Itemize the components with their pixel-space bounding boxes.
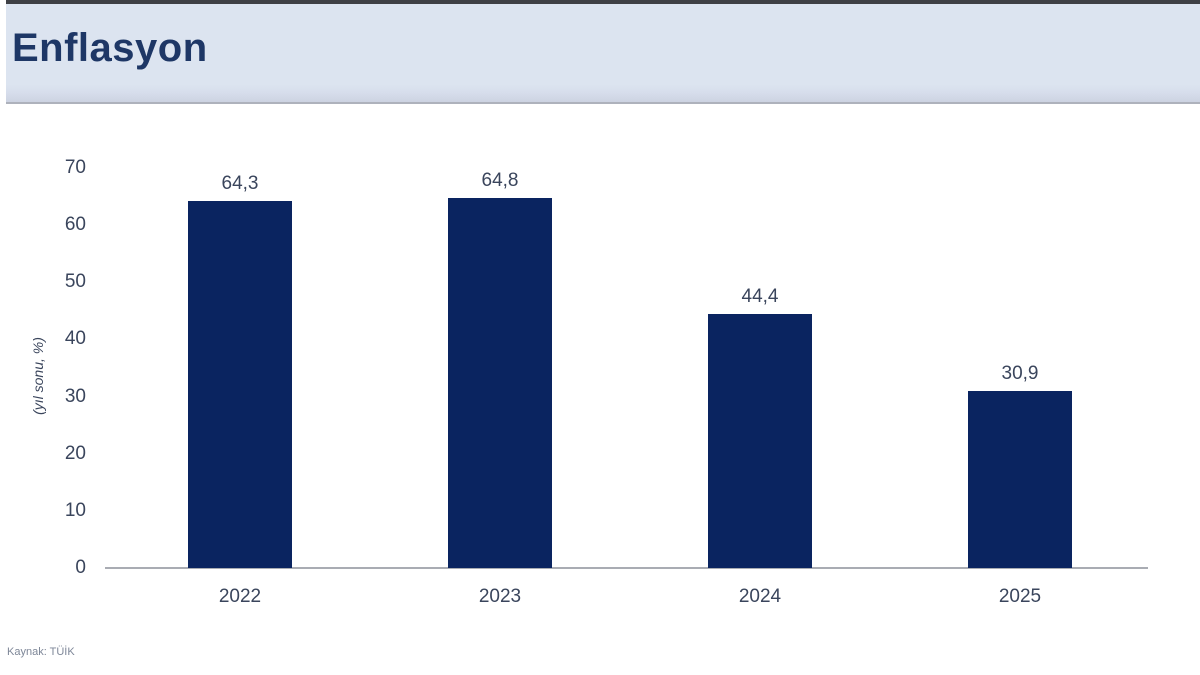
bar-2023 xyxy=(448,197,552,568)
bar-value-label: 30,9 xyxy=(1001,363,1039,385)
x-tick-label: 2022 xyxy=(218,586,262,607)
y-tick-label: 30 xyxy=(64,385,86,407)
y-tick-label: 0 xyxy=(75,557,86,578)
bar-value-label: 44,4 xyxy=(741,286,779,308)
bar-value-label: 64,8 xyxy=(481,169,519,191)
y-tick-label: 20 xyxy=(64,442,86,464)
bar-value-label: 64,3 xyxy=(221,172,259,194)
bar-2025 xyxy=(968,391,1072,568)
x-tick-label: 2024 xyxy=(738,586,782,607)
page-title: Enflasyon xyxy=(12,26,208,70)
header-banner: Enflasyon xyxy=(6,0,1200,104)
y-tick-label: 50 xyxy=(64,271,86,293)
bar-2022 xyxy=(188,200,292,568)
bar-2024 xyxy=(708,314,812,568)
y-tick-label: 60 xyxy=(64,214,86,236)
x-axis-line xyxy=(105,567,1148,569)
x-tick-label: 2025 xyxy=(998,586,1042,607)
y-tick-label: 10 xyxy=(64,499,86,521)
y-tick-label: 40 xyxy=(64,328,86,350)
x-tick-label: 2023 xyxy=(478,586,522,607)
y-tick-label: 70 xyxy=(64,157,86,178)
source-note: Kaynak: TÜİK xyxy=(7,646,75,658)
